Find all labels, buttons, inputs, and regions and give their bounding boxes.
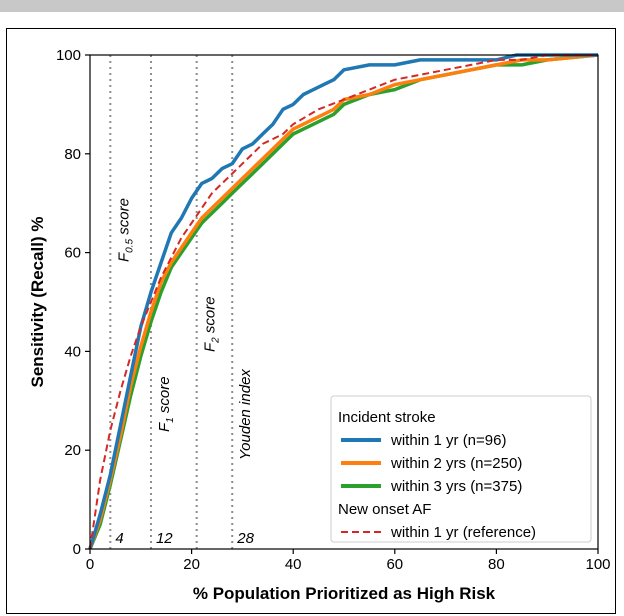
x-axis-title: % Population Prioritized as High Risk: [193, 584, 496, 603]
threshold-value-label-1: 12: [156, 530, 173, 547]
series-line-af-1yr: [89, 54, 598, 550]
y-tick-label-4: 80: [64, 146, 81, 163]
legend-label-stroke-1yr: within 1 yr (n=96): [390, 432, 506, 449]
x-tick-label-5: 100: [585, 556, 610, 573]
y-tick-label-1: 20: [64, 442, 81, 459]
threshold-metric-label-1: F1 score: [156, 376, 176, 432]
x-tick-label-0: 0: [86, 556, 94, 573]
legend-box: [330, 395, 592, 543]
axis-ticks: 0 20 40 60 80 100 0 20 40 60 80 100: [56, 47, 611, 573]
legend-label-af-1yr: within 1 yr (reference): [390, 524, 536, 541]
threshold-metric-label-0: F0.5 score: [115, 198, 135, 262]
x-tick-label-2: 40: [285, 556, 302, 573]
y-tick-label-2: 40: [64, 343, 81, 360]
series-lines: [88, 53, 599, 550]
threshold-metric-label-3: Youden index: [237, 369, 254, 460]
x-tick-label-1: 20: [183, 556, 200, 573]
threshold-value-label-3: 28: [236, 530, 254, 547]
plot-area-border: [89, 54, 599, 550]
series-line-stroke-1yr: [88, 53, 598, 550]
threshold-metric-label-2: F2 score: [202, 296, 222, 352]
y-axis-title: Sensitivity (Recall) %: [28, 216, 47, 387]
threshold-value-label-0: 4: [115, 530, 123, 547]
y-tick-label-0: 0: [73, 541, 81, 558]
legend-group-incident-stroke: Incident stroke: [338, 409, 436, 426]
y-tick-label-3: 60: [64, 245, 81, 262]
series-line-stroke-2yr: [88, 53, 599, 550]
legend-label-stroke-2yr: within 2 yrs (n=250): [390, 455, 522, 472]
threshold-annotations: F0.5 score 4 F1 score 12 F2 score Youden inde…: [115, 198, 254, 547]
figure-frame: [6, 28, 616, 614]
y-tick-label-5: 100: [56, 47, 81, 64]
x-tick-label-3: 60: [386, 556, 403, 573]
x-tick-label-4: 80: [488, 556, 505, 573]
top-banner: [0, 0, 624, 12]
legend-group-new-onset-af: New onset AF: [338, 501, 431, 518]
legend: Incident stroke New onset AF within 1 yr…: [330, 395, 592, 543]
legend-label-stroke-3yr: within 3 yrs (n=375): [390, 478, 522, 495]
